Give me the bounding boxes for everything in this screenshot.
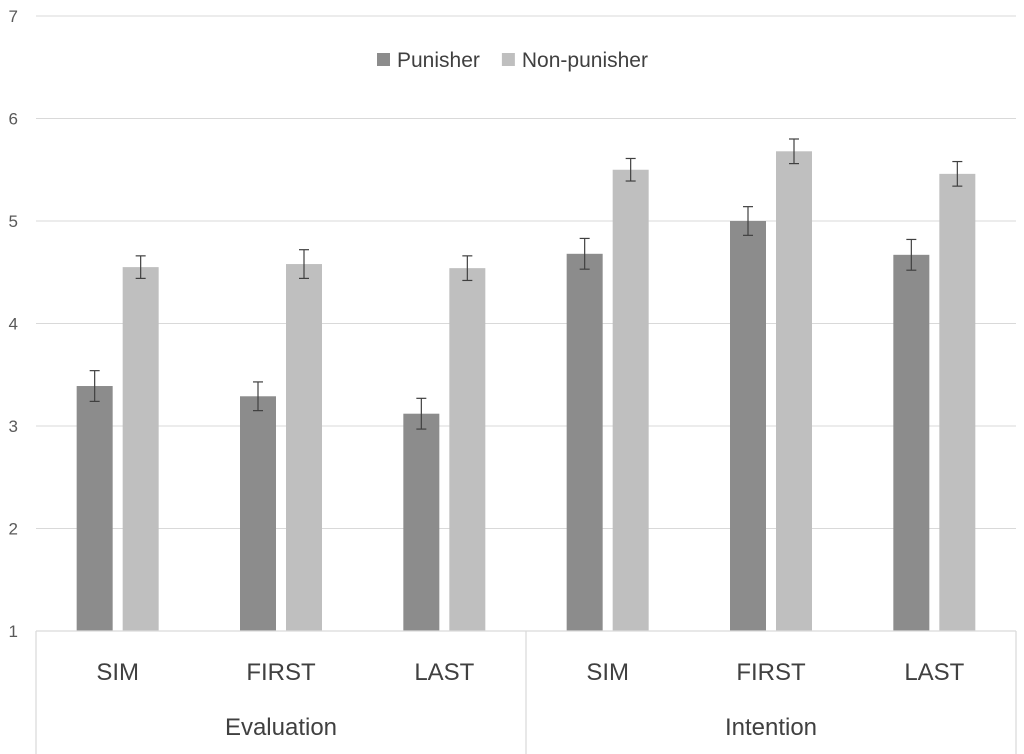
error-bar bbox=[89, 370, 100, 402]
bar-punisher-3 bbox=[566, 253, 603, 632]
error-bar bbox=[625, 157, 636, 182]
error-bar bbox=[789, 138, 799, 165]
error-bar bbox=[299, 249, 309, 279]
y-tick-label: 3 bbox=[9, 417, 18, 436]
error-bar bbox=[906, 238, 917, 271]
error-bar bbox=[743, 206, 753, 236]
bar-punisher-4 bbox=[730, 221, 766, 631]
error-bar bbox=[253, 381, 263, 412]
x-tick-label: LAST bbox=[904, 659, 964, 686]
y-tick-label: 4 bbox=[9, 315, 18, 334]
bar-non-punisher-5 bbox=[939, 173, 976, 631]
y-tick-label: 6 bbox=[9, 110, 18, 129]
bar-non-punisher-2 bbox=[449, 268, 486, 631]
legend-swatch bbox=[377, 53, 390, 66]
x-tick-label: SIM bbox=[586, 659, 629, 686]
legend: Punisher Non-punisher bbox=[377, 49, 648, 72]
x-tick-label: SIM bbox=[96, 659, 139, 686]
x-tick-label: FIRST bbox=[736, 659, 806, 686]
bars bbox=[76, 151, 976, 632]
y-tick-label: 2 bbox=[9, 520, 18, 539]
y-tick-label: 5 bbox=[9, 212, 18, 231]
bar-punisher-1 bbox=[240, 396, 276, 631]
y-tick-label: 1 bbox=[9, 622, 18, 641]
bar-non-punisher-0 bbox=[122, 267, 159, 631]
y-tick-label: 7 bbox=[9, 7, 18, 26]
bar-punisher-2 bbox=[403, 413, 440, 631]
x-tick-label: FIRST bbox=[246, 659, 316, 686]
x-tick-label: LAST bbox=[414, 659, 474, 686]
error-bar bbox=[579, 237, 590, 270]
bar-non-punisher-1 bbox=[286, 264, 322, 631]
bar-punisher-5 bbox=[893, 254, 930, 631]
legend-label: Non-punisher bbox=[522, 49, 648, 72]
error-bar bbox=[416, 397, 427, 430]
legend-label: Punisher bbox=[397, 49, 480, 72]
gridlines bbox=[36, 15, 1016, 632]
error-bars bbox=[89, 138, 963, 430]
error-bar bbox=[462, 255, 473, 282]
legend-swatch bbox=[501, 53, 515, 66]
y-axis-ticks: 1 2 3 4 5 6 7 bbox=[9, 7, 18, 641]
error-bar bbox=[952, 160, 963, 187]
group-label: Intention bbox=[725, 714, 817, 741]
bar-non-punisher-4 bbox=[776, 151, 812, 632]
bar-non-punisher-3 bbox=[612, 169, 649, 631]
group-label: Evaluation bbox=[225, 714, 337, 741]
x-axis: SIM FIRST LAST SIM FIRST LAST Evaluation Intent… bbox=[35, 630, 1017, 754]
error-bar bbox=[135, 255, 146, 279]
bar-punisher-0 bbox=[76, 386, 113, 631]
